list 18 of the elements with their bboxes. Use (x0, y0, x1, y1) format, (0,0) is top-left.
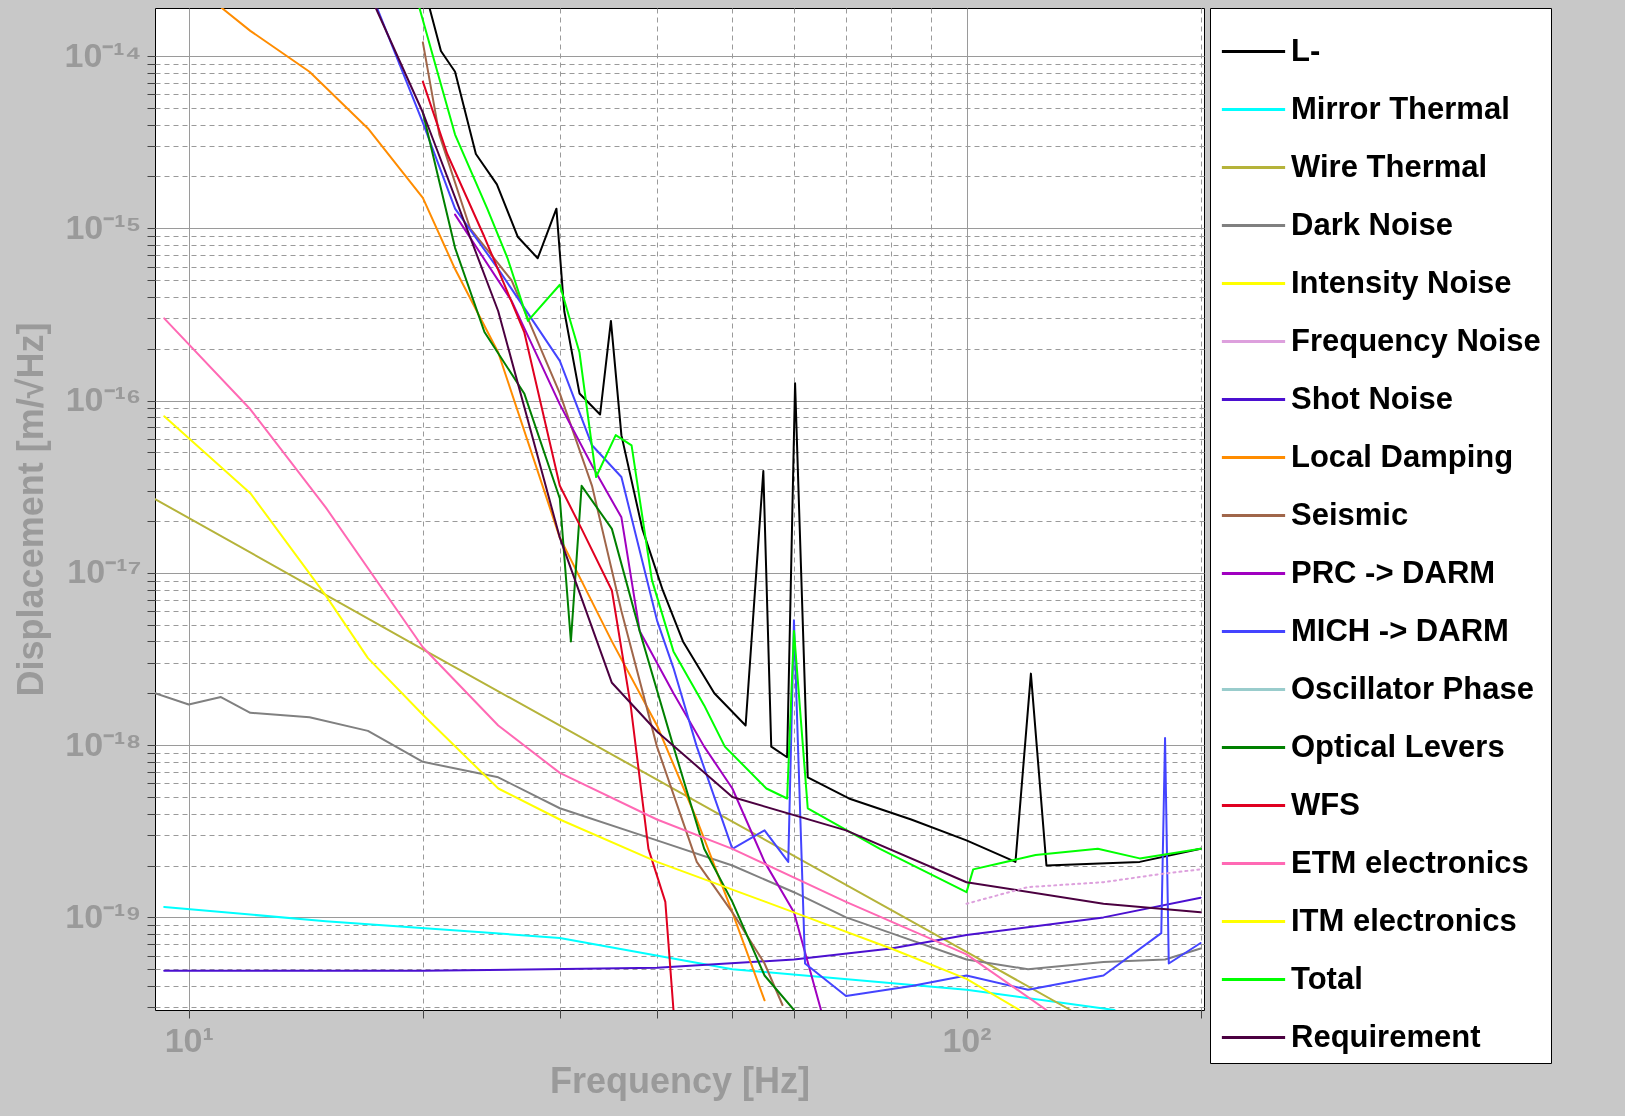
legend-label: Frequency Noise (1291, 322, 1541, 358)
legend-label: Optical Levers (1291, 728, 1505, 764)
legend-label: Shot Noise (1291, 380, 1453, 416)
legend-label: Total (1291, 960, 1363, 996)
legend-label: Oscillator Phase (1291, 670, 1534, 706)
legend-label: Intensity Noise (1291, 264, 1512, 300)
legend-label: Local Damping (1291, 438, 1514, 474)
legend-label: ITM electronics (1291, 902, 1517, 938)
legend-label: MICH -> DARM (1291, 612, 1509, 648)
legend-label: L- (1291, 32, 1321, 68)
legend-label: PRC -> DARM (1291, 554, 1496, 590)
legend-label: ETM electronics (1291, 844, 1529, 880)
legend-label: Mirror Thermal (1291, 90, 1510, 126)
legend-label: WFS (1291, 786, 1360, 822)
legend-label: Wire Thermal (1291, 148, 1488, 184)
legend-label: Seismic (1291, 496, 1409, 532)
legend-label: Dark Noise (1291, 206, 1453, 242)
legend-label: Requirement (1291, 1018, 1481, 1054)
